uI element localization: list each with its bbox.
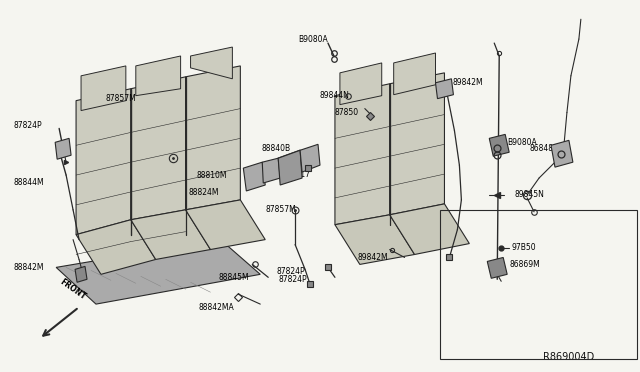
- Bar: [440, 210, 637, 359]
- Polygon shape: [335, 215, 415, 264]
- Text: B9080A: B9080A: [298, 35, 328, 44]
- Text: FRONT: FRONT: [58, 277, 88, 301]
- Text: 88844M: 88844M: [13, 177, 44, 186]
- Polygon shape: [55, 138, 71, 159]
- Polygon shape: [186, 200, 265, 250]
- Text: 97B50: 97B50: [511, 243, 536, 252]
- Text: 87824P: 87824P: [13, 121, 42, 130]
- Text: 87824P: 87824P: [278, 275, 307, 284]
- Polygon shape: [75, 266, 87, 282]
- Polygon shape: [487, 257, 507, 278]
- Text: 88840B: 88840B: [261, 144, 291, 153]
- Polygon shape: [131, 210, 211, 259]
- Polygon shape: [390, 73, 444, 215]
- Polygon shape: [340, 63, 381, 105]
- Text: 88824M: 88824M: [189, 189, 219, 198]
- Polygon shape: [551, 140, 573, 167]
- Text: 88842MA: 88842MA: [198, 302, 234, 312]
- Polygon shape: [435, 79, 453, 99]
- Polygon shape: [489, 134, 509, 156]
- Polygon shape: [300, 144, 320, 172]
- Polygon shape: [76, 89, 131, 235]
- Polygon shape: [278, 150, 302, 185]
- Text: 87850: 87850: [335, 108, 359, 117]
- Text: 88845M: 88845M: [218, 273, 249, 282]
- Polygon shape: [76, 220, 156, 274]
- Text: 88842M: 88842M: [13, 263, 44, 272]
- Text: 87857M: 87857M: [106, 94, 137, 103]
- Polygon shape: [390, 204, 469, 254]
- Text: R869004D: R869004D: [543, 352, 595, 362]
- Text: 89844N: 89844N: [320, 91, 350, 100]
- Text: 89842M: 89842M: [452, 78, 483, 87]
- Polygon shape: [81, 66, 126, 110]
- Text: 87824P: 87824P: [276, 267, 305, 276]
- Text: 88317: 88317: [286, 170, 310, 179]
- Polygon shape: [335, 84, 390, 225]
- Text: 86848R: 86848R: [529, 144, 559, 153]
- Polygon shape: [262, 158, 280, 183]
- Polygon shape: [186, 66, 241, 210]
- Text: 88810M: 88810M: [196, 171, 227, 180]
- Polygon shape: [191, 47, 232, 79]
- Text: B9080A: B9080A: [507, 138, 537, 147]
- Text: 87857M: 87857M: [265, 205, 296, 214]
- Text: 89845N: 89845N: [514, 190, 544, 199]
- Text: 86869M: 86869M: [509, 260, 540, 269]
- Polygon shape: [394, 53, 435, 95]
- Polygon shape: [136, 56, 180, 96]
- Text: 86868N: 86868N: [290, 156, 320, 165]
- Polygon shape: [56, 240, 260, 304]
- Text: 89842M: 89842M: [358, 253, 388, 262]
- Polygon shape: [131, 77, 186, 220]
- Polygon shape: [243, 162, 265, 191]
